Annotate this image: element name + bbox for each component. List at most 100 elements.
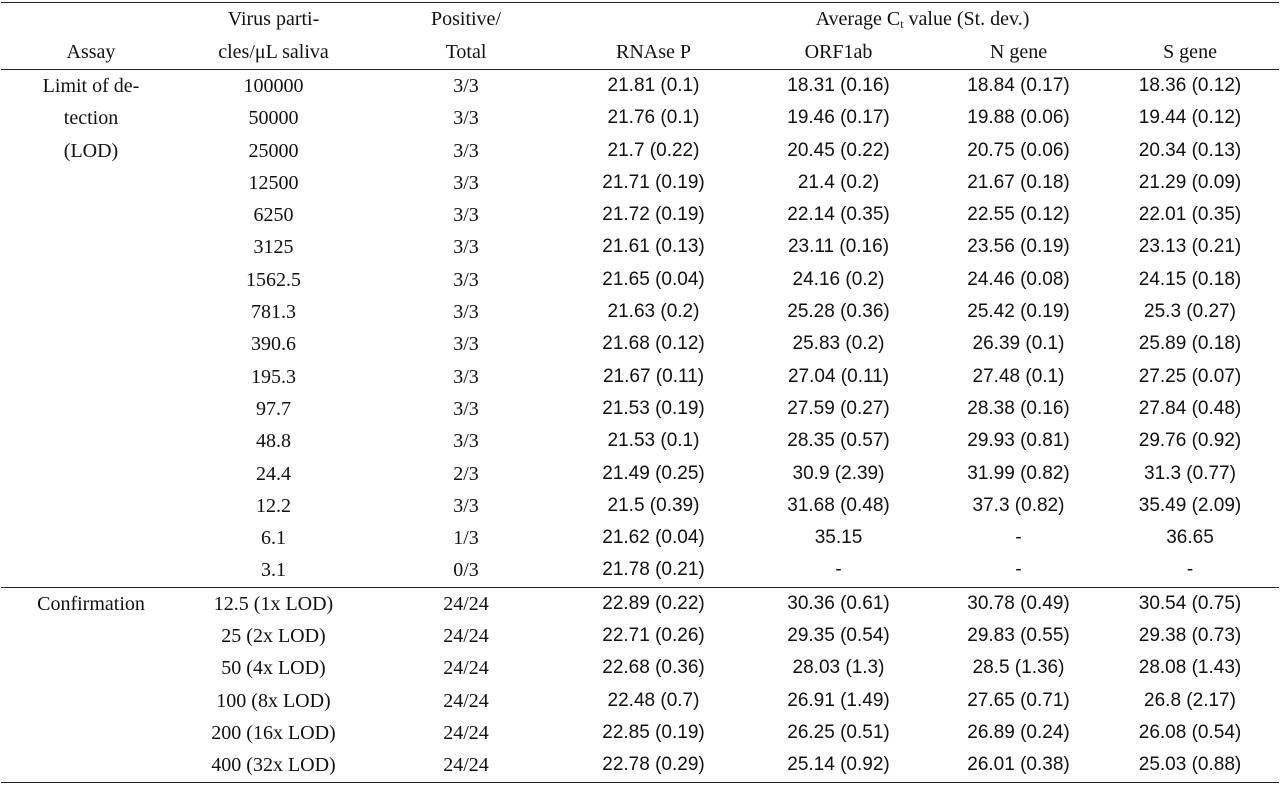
concentration-cell: 200 (16x LOD) <box>211 721 336 744</box>
ct-cell: 19.46 (0.17) <box>787 107 890 129</box>
ct-cell: 22.78 (0.29) <box>566 749 741 783</box>
ct-cell: 22.85 (0.19) <box>602 721 705 743</box>
assay-cell <box>1 199 181 231</box>
positive-cell: 3/3 <box>453 107 479 130</box>
concentration-cell: 12.5 (1x LOD) <box>181 586 366 621</box>
ct-cell: 27.59 (0.27) <box>787 397 890 419</box>
ct-cell: 28.35 (0.57) <box>787 430 890 452</box>
ct-cell: 21.4 (0.2) <box>797 171 880 193</box>
ct-cell: 21.61 (0.13) <box>602 236 705 258</box>
positive-cell: 24/24 <box>366 586 566 621</box>
ct-cell: 28.03 (1.3) <box>792 657 885 679</box>
table-row: 97.7 3/3 21.53 (0.19) 27.59 (0.27) 28.38 (0.… <box>1 393 1279 425</box>
ct-cell: 25.89 (0.18) <box>1138 333 1242 355</box>
ct-cell: 21.7 (0.22) <box>607 139 700 161</box>
ct-cell: 22.14 (0.35) <box>787 204 890 226</box>
assay-cell <box>1 328 181 360</box>
assay-cell <box>1 620 181 652</box>
ct-cell: 18.84 (0.17) <box>967 75 1070 96</box>
ct-cell: - <box>1015 527 1022 549</box>
ct-cell: 23.56 (0.19) <box>967 236 1070 258</box>
ct-cell: 30.9 (2.39) <box>792 462 885 484</box>
table-row: 6.1 1/3 21.62 (0.04) 35.15 - 36.65 <box>1 522 1279 554</box>
ct-cell: 22.68 (0.36) <box>602 657 705 679</box>
assay-cell <box>1 717 181 749</box>
concentration-cell: 97.7 <box>256 397 291 420</box>
concentration-cell: 195.3 <box>251 365 296 388</box>
positive-cell: 2/3 <box>453 462 479 485</box>
header-cell: Virus parti- <box>181 2 366 36</box>
positive-cell: 24/24 <box>366 749 566 783</box>
positive-cell: 3/3 <box>453 333 479 356</box>
ct-cell: 21.53 (0.19) <box>602 397 705 419</box>
positive-cell: 3/3 <box>453 268 479 291</box>
ct-cell: 19.88 (0.06) <box>967 107 1070 129</box>
assay-cell <box>1 554 181 587</box>
ct-cell: 31.3 (0.77) <box>1144 462 1236 484</box>
assay-cell <box>1 490 181 522</box>
concentration-cell: 781.3 <box>251 301 296 324</box>
ct-cell: 18.31 (0.16) <box>787 75 890 96</box>
ct-cell: 30.36 (0.61) <box>741 586 936 621</box>
ct-cell: 25.28 (0.36) <box>787 301 890 323</box>
positive-cell: 3/3 <box>453 397 479 420</box>
header-cell: Total <box>366 36 566 70</box>
ct-cell: 25.14 (0.92) <box>741 749 936 783</box>
assay-cell <box>1 749 181 783</box>
positive-cell: 24/24 <box>443 689 489 712</box>
concentration-cell: 25 (2x LOD) <box>221 625 326 648</box>
ct-cell: 27.65 (0.71) <box>967 689 1070 711</box>
concentration-cell: 24.4 <box>256 462 291 485</box>
table-row: 24.4 2/3 21.49 (0.25) 30.9 (2.39) 31.99 (0.8… <box>1 458 1279 490</box>
ct-cell: 21.72 (0.19) <box>602 204 705 226</box>
positive-cell: 3/3 <box>453 75 479 97</box>
ct-cell: 26.25 (0.51) <box>787 721 890 743</box>
header-cell: S gene <box>1101 36 1280 70</box>
ct-cell: 20.45 (0.22) <box>787 139 890 161</box>
assay-cell: tection <box>63 107 119 130</box>
positive-cell: 3/3 <box>453 171 479 194</box>
ct-cell: 28.38 (0.16) <box>967 397 1070 419</box>
ct-cell: - <box>1015 559 1022 581</box>
ct-cell: 23.11 (0.16) <box>787 236 890 258</box>
concentration-cell: 400 (32x LOD) <box>181 749 366 783</box>
table-row: 781.3 3/3 21.63 (0.2) 25.28 (0.36) 25.42 (0.… <box>1 296 1279 328</box>
ct-cell: 29.76 (0.92) <box>1138 430 1242 452</box>
header-cell: cles/μL saliva <box>181 36 366 70</box>
ct-cell: 20.75 (0.06) <box>967 139 1070 161</box>
ct-cell: 25.83 (0.2) <box>792 333 885 355</box>
ct-cell: 25.3 (0.27) <box>1144 301 1236 323</box>
concentration-cell: 50 (4x LOD) <box>221 657 326 680</box>
ct-cell: 29.35 (0.54) <box>787 625 890 647</box>
table-row: 50 (4x LOD) 24/24 22.68 (0.36) 28.03 (1.3) 2… <box>1 652 1279 684</box>
table-row: 100 (8x LOD) 24/24 22.48 (0.7) 26.91 (1.49)… <box>1 685 1279 717</box>
ct-cell: 29.83 (0.55) <box>967 625 1070 647</box>
positive-cell: 0/3 <box>453 559 479 582</box>
positive-cell: 3/3 <box>453 494 479 517</box>
table-row: 3125 3/3 21.61 (0.13) 23.11 (0.16) 23.56 (0.… <box>1 231 1279 263</box>
ct-cell: 21.76 (0.1) <box>607 107 700 129</box>
ct-cell: 22.55 (0.12) <box>967 204 1070 226</box>
header-cell: Assay <box>1 36 181 70</box>
row-group: Confirmation 12.5 (1x LOD) 24/24 22.89 (0.2… <box>1 586 1280 783</box>
row-group: Limit of de- 100000 3/3 21.81 (0.1) 18.31 (0… <box>1 70 1279 588</box>
assay-cell <box>1 167 181 199</box>
ct-cell: 24.46 (0.08) <box>967 268 1070 290</box>
positive-cell: 3/3 <box>453 301 479 324</box>
ct-cell: 28.08 (1.43) <box>1138 657 1242 679</box>
ct-cell: 30.54 (0.75) <box>1101 586 1280 621</box>
table-row: 48.8 3/3 21.53 (0.1) 28.35 (0.57) 29.93 (0.8… <box>1 425 1279 457</box>
ct-cell: 21.53 (0.1) <box>607 430 700 452</box>
ct-cell: 31.99 (0.82) <box>967 462 1070 484</box>
concentration-cell: 48.8 <box>256 430 291 453</box>
ct-cell: 20.34 (0.13) <box>1138 139 1242 161</box>
ct-cell: 28.5 (1.36) <box>972 657 1065 679</box>
assay-cell <box>1 296 181 328</box>
table-row: 390.6 3/3 21.68 (0.12) 25.83 (0.2) 26.39 (0.… <box>1 328 1279 360</box>
ct-cell: 24.15 (0.18) <box>1138 268 1242 290</box>
ct-cell: 26.91 (1.49) <box>787 689 890 711</box>
ct-cell: 24.16 (0.2) <box>792 268 885 290</box>
ct-cell: 30.78 (0.49) <box>936 586 1101 621</box>
ct-cell: 21.63 (0.2) <box>607 301 700 323</box>
